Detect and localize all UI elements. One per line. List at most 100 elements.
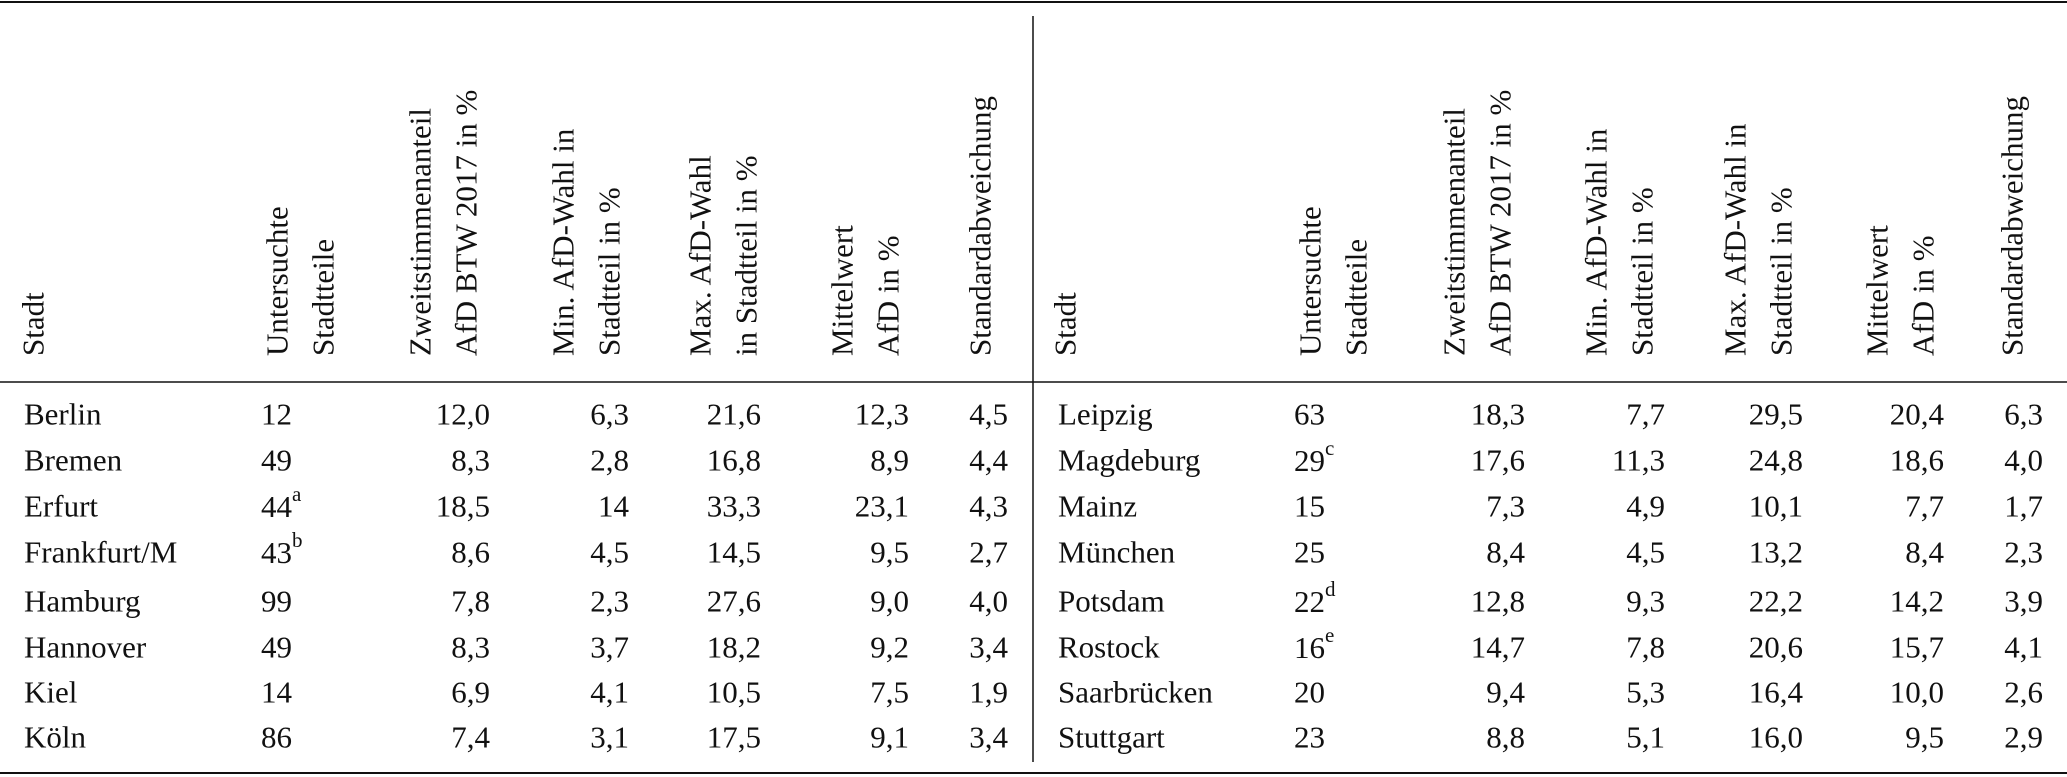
cell: 9,4 — [1486, 675, 1525, 710]
column-header: Stadtteile — [306, 239, 341, 356]
column-header: Untersuchte — [260, 206, 295, 356]
cell: 8,8 — [1486, 720, 1525, 755]
cell: 2,3 — [590, 584, 629, 619]
cell: 3,7 — [590, 630, 629, 665]
cell: 4,1 — [590, 675, 629, 710]
column-header: Zweitstimmenanteil — [1437, 108, 1472, 356]
cell: 9,5 — [870, 535, 909, 570]
cell: 8,6 — [451, 535, 490, 570]
cell: 27,6 — [707, 584, 761, 619]
cell: 5,1 — [1626, 720, 1665, 755]
cell: 3,9 — [2004, 584, 2043, 619]
cell: 17,5 — [707, 720, 761, 755]
cell: 11,3 — [1612, 443, 1665, 478]
cell: 8,4 — [1905, 535, 1944, 570]
cell: 2,7 — [969, 535, 1008, 570]
cell-value: 22 — [1294, 584, 1325, 619]
cell: 18,3 — [1471, 397, 1525, 432]
column-header: Stadt — [1048, 292, 1083, 356]
cell: 4,5 — [1626, 535, 1665, 570]
cell: 9,5 — [1905, 720, 1944, 755]
cell: 63 — [1294, 397, 1325, 432]
cell: 4,3 — [969, 489, 1008, 524]
cell: Rostock — [1058, 630, 1160, 665]
cell: 6,9 — [451, 675, 490, 710]
cell: 16,4 — [1749, 675, 1804, 710]
cell: 7,8 — [451, 584, 490, 619]
cell: 15 — [1294, 489, 1325, 524]
cell: Bremen — [24, 443, 123, 478]
cell-value: 44 — [261, 489, 293, 524]
column-header: AfD BTW 2017 in % — [1483, 90, 1518, 356]
cell: 7,4 — [451, 720, 490, 755]
cell: 24,8 — [1749, 443, 1803, 478]
cell: 21,6 — [707, 397, 761, 432]
cell: 7,8 — [1626, 630, 1665, 665]
cell: 14 — [598, 489, 630, 524]
column-header: Stadtteil in % — [1764, 187, 1799, 356]
column-header: AfD BTW 2017 in % — [449, 90, 484, 356]
cell: 15,7 — [1890, 630, 1944, 665]
cell: 29,5 — [1749, 397, 1803, 432]
cell: Hamburg — [24, 584, 141, 619]
cell: 7,7 — [1905, 489, 1944, 524]
cell: 18,5 — [436, 489, 490, 524]
cell: 8,3 — [451, 630, 490, 665]
cell: 6,3 — [590, 397, 629, 432]
cell: 4,0 — [2004, 443, 2043, 478]
cell: München — [1058, 535, 1176, 570]
column-header: AfD in % — [871, 235, 906, 356]
cell: 16,8 — [707, 443, 761, 478]
cell: 2,3 — [2004, 535, 2043, 570]
cell: 14,2 — [1890, 584, 1944, 619]
column-header: Untersuchte — [1293, 206, 1328, 356]
cell: 99 — [261, 584, 292, 619]
cell: 33,3 — [707, 489, 761, 524]
cell: 4,4 — [969, 443, 1008, 478]
cell: 29c — [1294, 436, 1334, 478]
cell: 14,7 — [1471, 630, 1525, 665]
cell: Kiel — [24, 675, 77, 710]
column-header: in Stadtteil in % — [729, 155, 764, 356]
cell: 2,9 — [2004, 720, 2043, 755]
cell: Berlin — [24, 397, 102, 432]
cell: 3,4 — [969, 720, 1008, 755]
footnote-mark: a — [292, 482, 302, 506]
cell: 49 — [261, 630, 292, 665]
cell: Köln — [24, 720, 87, 755]
cell: 25 — [1294, 535, 1325, 570]
cell: 14,5 — [707, 535, 761, 570]
cell: 1,7 — [2004, 489, 2043, 524]
cell: 18,2 — [707, 630, 761, 665]
cell: Saarbrücken — [1058, 675, 1213, 710]
cell: Erfurt — [24, 489, 98, 524]
cell: 2,8 — [590, 443, 629, 478]
cell: 22d — [1294, 577, 1336, 619]
cell: 20 — [1294, 675, 1325, 710]
cell: Mainz — [1058, 489, 1137, 524]
cell: 2,6 — [2004, 675, 2043, 710]
cell: 16e — [1294, 623, 1334, 665]
cell: Magdeburg — [1058, 443, 1200, 478]
column-header: Stadtteil in % — [1625, 187, 1660, 356]
cell: 7,7 — [1626, 397, 1665, 432]
cell: 1,9 — [969, 675, 1008, 710]
cell: 18,6 — [1890, 443, 1944, 478]
column-header: Stadt — [16, 292, 51, 356]
cell: 20,4 — [1890, 397, 1945, 432]
column-header: Min. AfD-Wahl in — [1579, 128, 1614, 356]
cell: 4,1 — [2004, 630, 2043, 665]
cell: 14 — [261, 675, 293, 710]
cell: 10,5 — [707, 675, 761, 710]
cell: 9,2 — [870, 630, 909, 665]
cell: 43b — [261, 528, 303, 570]
cell: 8,9 — [870, 443, 909, 478]
cell: Stuttgart — [1058, 720, 1165, 755]
column-header: Min. AfD-Wahl in — [546, 128, 581, 356]
cell-value: 43 — [261, 535, 292, 570]
cell: 12,3 — [855, 397, 909, 432]
footnote-mark: c — [1325, 436, 1334, 460]
cell: 10,0 — [1890, 675, 1944, 710]
cell: 10,1 — [1749, 489, 1803, 524]
cell: Hannover — [24, 630, 147, 665]
